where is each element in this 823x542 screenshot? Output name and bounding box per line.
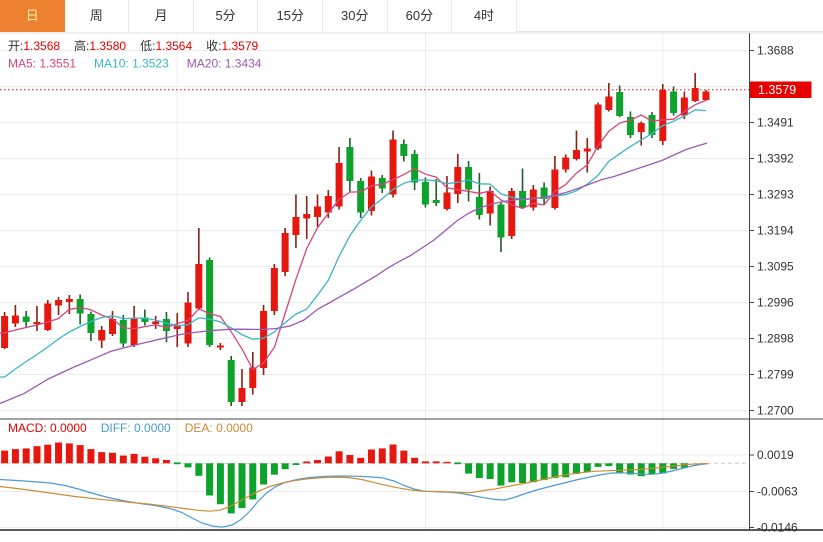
svg-text:1.3579: 1.3579 <box>758 83 796 97</box>
svg-text:1.2898: 1.2898 <box>757 332 794 346</box>
svg-text:1.2700: 1.2700 <box>757 404 794 418</box>
svg-text:0.0019: 0.0019 <box>757 448 794 462</box>
svg-text:1.3194: 1.3194 <box>757 224 794 238</box>
svg-text:1.3688: 1.3688 <box>757 44 794 58</box>
svg-text:-0.0063: -0.0063 <box>757 485 798 499</box>
svg-text:1.3293: 1.3293 <box>757 188 794 202</box>
svg-text:-0.0146: -0.0146 <box>757 521 798 535</box>
svg-text:1.2996: 1.2996 <box>757 296 794 310</box>
svg-text:1.3095: 1.3095 <box>757 260 794 274</box>
svg-text:1.3491: 1.3491 <box>757 116 794 130</box>
svg-text:1.3392: 1.3392 <box>757 152 794 166</box>
svg-text:1.2799: 1.2799 <box>757 368 794 382</box>
